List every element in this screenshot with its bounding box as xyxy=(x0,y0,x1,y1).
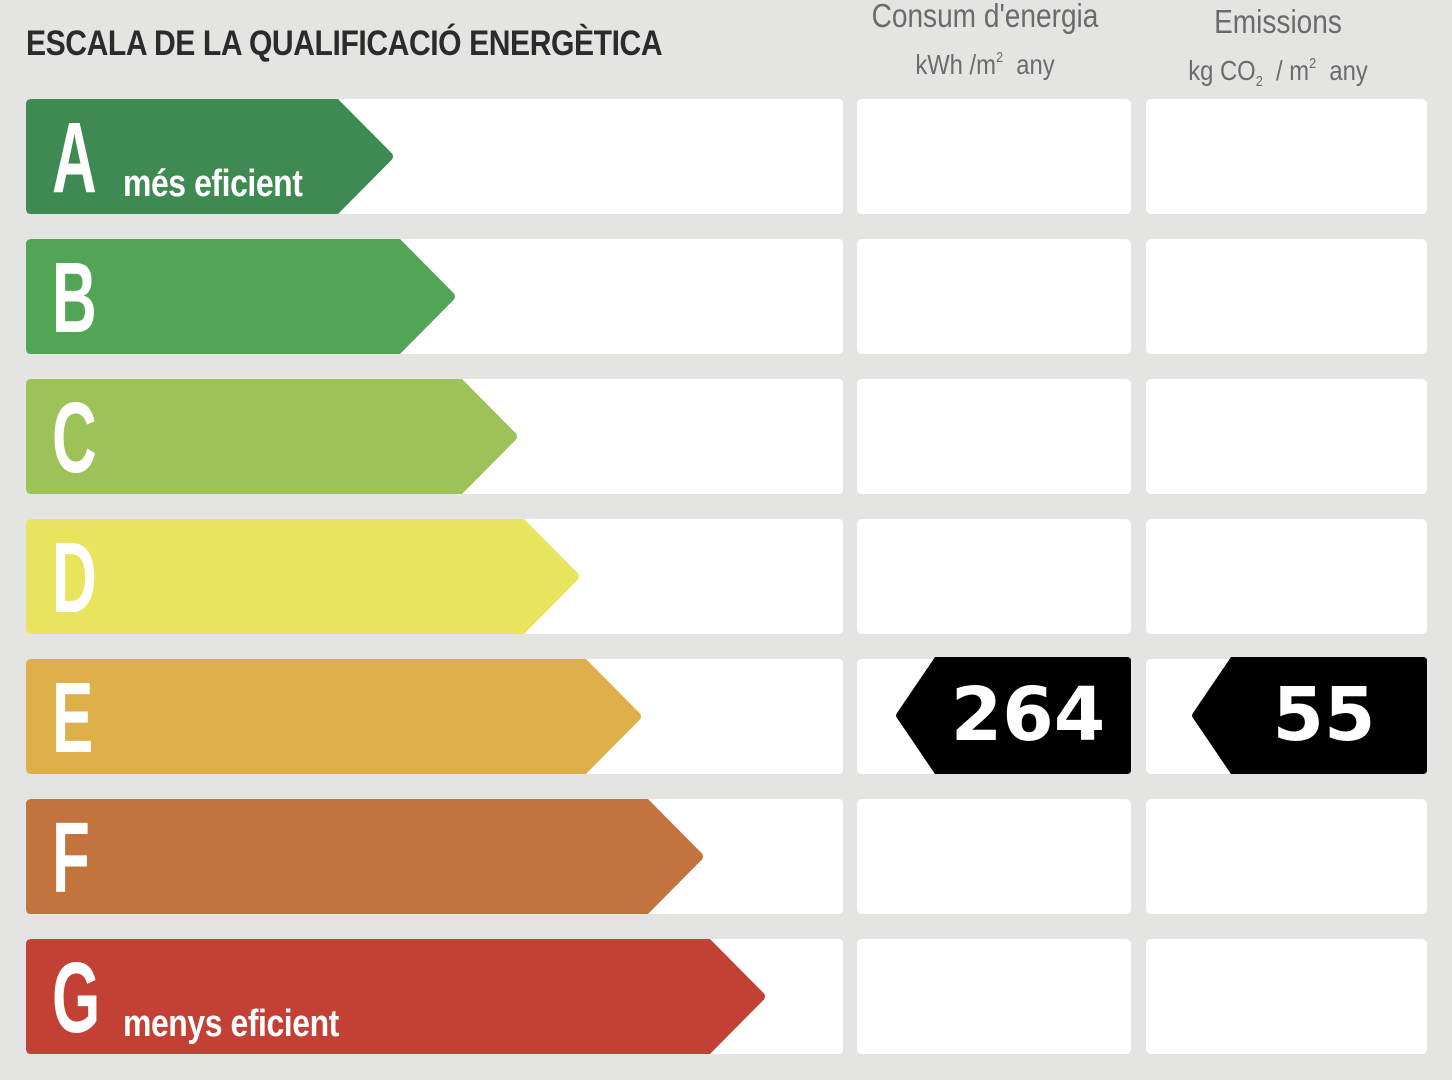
consumption-header-unit: kWh /m2 any xyxy=(858,40,1113,83)
rating-letter: G xyxy=(52,942,101,1054)
rating-arrow-c xyxy=(26,379,518,494)
emissions-header-title: Emissions xyxy=(1214,3,1342,40)
consumption-header-title: Consum d'energia xyxy=(871,0,1099,34)
rating-letter: C xyxy=(52,382,97,494)
consumption-unit-base: kWh /m xyxy=(915,49,996,80)
rating-letter: F xyxy=(52,802,90,914)
emissions-cell-f xyxy=(1146,799,1427,914)
consumption-cell-d xyxy=(857,519,1131,634)
rating-letter: A xyxy=(52,102,97,214)
emissions-unit-subscript: 2 xyxy=(1255,73,1263,90)
emissions-unit-exponent: 2 xyxy=(1309,55,1317,72)
consumption-value: 264 xyxy=(950,672,1106,758)
emissions-cell-c xyxy=(1146,379,1427,494)
emissions-header-unit: kg CO2 / m2 any xyxy=(1151,46,1406,100)
rating-letter: B xyxy=(52,242,97,354)
rating-letter: E xyxy=(52,662,94,774)
consumption-cell-b xyxy=(857,239,1131,354)
rating-arrow-g xyxy=(26,939,766,1054)
consumption-cell-g xyxy=(857,939,1131,1054)
emissions-unit-area: / m xyxy=(1269,55,1310,86)
consumption-unit-exponent: 2 xyxy=(995,49,1004,66)
emissions-marker xyxy=(1191,657,1427,774)
emissions-value: 55 xyxy=(1272,672,1376,758)
emissions-cell-a xyxy=(1146,99,1427,214)
consumption-cell-c xyxy=(857,379,1131,494)
rating-sublabel: més eficient xyxy=(123,163,303,205)
consumption-unit-period: any xyxy=(1016,49,1055,80)
consumption-marker xyxy=(895,657,1131,774)
rating-arrow-d xyxy=(26,519,580,634)
rating-arrow-b xyxy=(26,239,456,354)
consumption-cell-f xyxy=(857,799,1131,914)
emissions-cell-d xyxy=(1146,519,1427,634)
consumption-column-header: Consum d'energia kWh /m2 any xyxy=(858,0,1113,83)
consumption-cell-a xyxy=(857,99,1131,214)
rating-arrow-e xyxy=(26,659,642,774)
consumption-cell-e: 264 xyxy=(857,657,1131,774)
emissions-cell-e: 55 xyxy=(1146,657,1427,774)
emissions-unit-base: kg CO xyxy=(1188,55,1256,86)
rating-arrow-f xyxy=(26,799,704,914)
rating-letter: D xyxy=(52,522,97,634)
emissions-column-header: Emissions kg CO2 / m2 any xyxy=(1151,4,1406,100)
page-title: ESCALA DE LA QUALIFICACIÓ ENERGÈTICA xyxy=(26,24,663,63)
emissions-cell-g xyxy=(1146,939,1427,1054)
rating-sublabel: menys eficient xyxy=(123,1003,339,1045)
emissions-cell-b xyxy=(1146,239,1427,354)
emissions-unit-period: any xyxy=(1329,55,1368,86)
rating-arrow-a xyxy=(26,99,394,214)
